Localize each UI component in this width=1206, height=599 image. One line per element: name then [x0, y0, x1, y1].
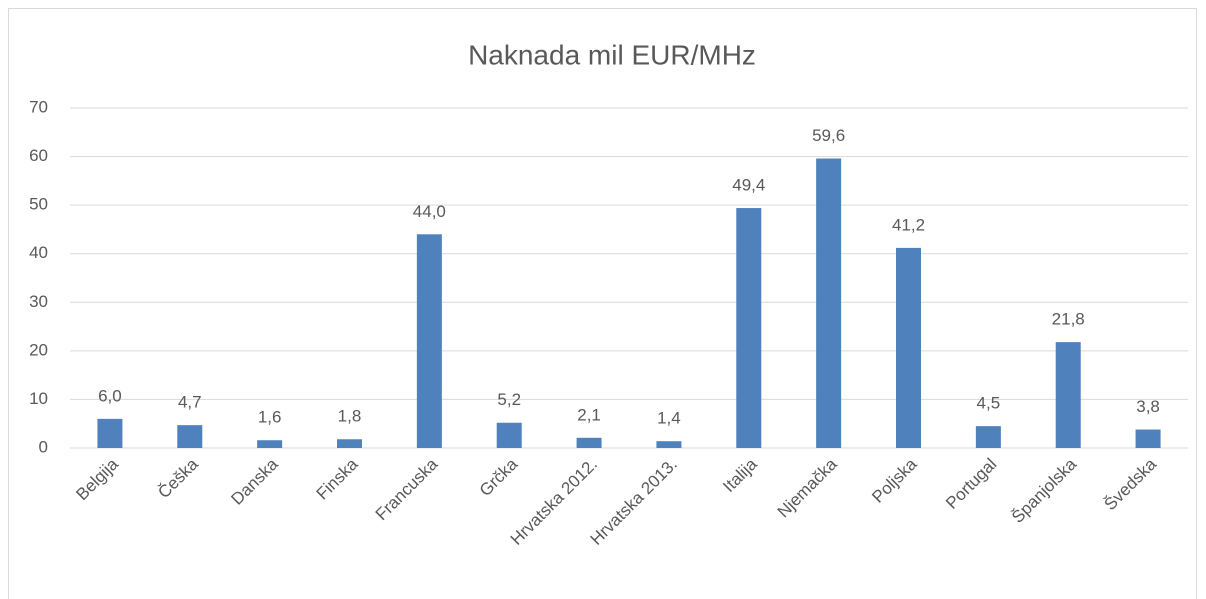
bar — [816, 158, 842, 448]
bar — [1055, 342, 1081, 448]
value-label: 4,5 — [977, 394, 1001, 413]
value-label: 2,1 — [577, 405, 601, 424]
value-label: 21,8 — [1052, 310, 1085, 329]
value-label: 59,6 — [812, 126, 845, 145]
value-label: 41,2 — [892, 215, 925, 234]
chart-title: Naknada mil EUR/MHz — [468, 39, 756, 70]
y-tick-label: 50 — [29, 195, 48, 214]
bar — [97, 418, 123, 448]
bar — [257, 440, 283, 448]
bar — [1135, 429, 1161, 448]
value-label: 1,8 — [338, 407, 362, 426]
value-label: 5,2 — [497, 390, 521, 409]
value-label: 4,7 — [178, 393, 202, 412]
bar — [177, 425, 203, 448]
bar — [576, 437, 602, 448]
y-tick-label: 40 — [29, 243, 48, 262]
y-tick-label: 60 — [29, 146, 48, 165]
bar — [416, 234, 442, 448]
y-tick-label: 70 — [29, 97, 48, 116]
value-label: 1,6 — [258, 408, 282, 427]
y-tick-label: 10 — [29, 389, 48, 408]
bar — [975, 426, 1001, 448]
value-label: 44,0 — [413, 202, 446, 221]
bar — [656, 441, 682, 448]
value-label: 3,8 — [1136, 397, 1160, 416]
y-tick-label: 30 — [29, 292, 48, 311]
y-tick-label: 0 — [39, 437, 48, 456]
bar — [896, 247, 921, 448]
y-tick-label: 20 — [29, 340, 48, 359]
value-label: 1,4 — [657, 409, 681, 428]
chart-frame — [8, 8, 1197, 599]
bar — [337, 439, 362, 448]
bar — [496, 422, 522, 448]
value-label: 6,0 — [98, 386, 122, 405]
bar — [736, 208, 762, 448]
value-label: 49,4 — [732, 176, 765, 195]
